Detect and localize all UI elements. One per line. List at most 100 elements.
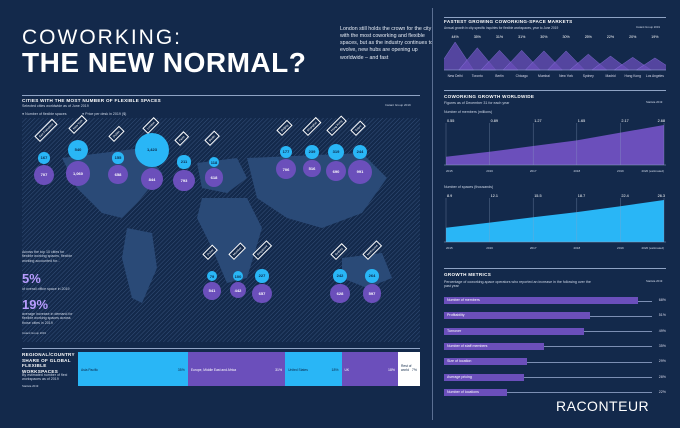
metric-value: 68% — [658, 298, 666, 302]
share-segment: United States 18% — [285, 352, 342, 386]
share-segment-label: United States — [288, 368, 308, 372]
area-value-label: 0.55 — [447, 119, 454, 123]
area-fill — [446, 200, 664, 242]
fastest-city: Sydney — [583, 74, 594, 78]
metric-value: 51% — [658, 313, 666, 318]
area-value-label: 15.5 — [534, 194, 541, 198]
city-price-bubble: 991 — [348, 160, 372, 184]
area-value-label: 1.27 — [534, 119, 541, 123]
metric-row: Number of staff members 35% — [444, 342, 666, 350]
area-fill — [446, 125, 664, 165]
share-segment-label: Asia Pacific — [81, 368, 99, 372]
area-year-label: 2017 — [530, 246, 537, 250]
share-segment-pct: 18% — [331, 368, 339, 372]
metric-leader-line — [526, 361, 652, 363]
share-title: REGIONAL/COUNTRY SHARE OF GLOBAL FLEXIBL… — [22, 352, 75, 375]
share-subtitle: By estimated number of flexi workspaces … — [22, 373, 68, 382]
fastest-pct: 25% — [585, 35, 593, 39]
share-segment: Asia Pacific 35% — [78, 352, 188, 386]
metrics-rule — [444, 268, 666, 269]
stats-intro: Across the top 10 cities for flexible wo… — [22, 250, 73, 263]
map-source: Instant Group 2019 — [385, 103, 411, 107]
page-title-line1: COWORKING: — [22, 26, 182, 49]
area-year-label: 2016 — [486, 169, 493, 173]
city-price-bubble: 793 — [173, 169, 195, 191]
fastest-rule — [444, 17, 666, 18]
column-divider — [432, 8, 433, 420]
map-rule — [22, 95, 420, 96]
area-year-label: 2019 — [617, 169, 624, 173]
city-spaces-bubble: 79 — [207, 271, 217, 281]
fastest-pct: 44% — [451, 35, 459, 39]
raconteur-logo: RACONTEUR — [556, 398, 650, 414]
area-value-label: 22.4 — [621, 194, 628, 198]
metric-bar: Average pricing — [444, 373, 524, 381]
fastest-pct: 35% — [474, 35, 482, 39]
area-year-label: 2018 — [573, 169, 580, 173]
stat2-value: 19% — [22, 297, 49, 312]
share-segment-label: UK — [344, 368, 350, 372]
metric-row: Profitability 51% — [444, 312, 666, 320]
fastest-pct: 19% — [651, 35, 659, 39]
page-title-line2: THE NEW NORMAL? — [22, 47, 307, 78]
city-price-bubble: 516 — [303, 159, 321, 178]
city-spaces-bubble: 211 — [177, 155, 191, 169]
metric-value: 35% — [658, 343, 666, 348]
city-spaces-bubble: 244 — [352, 144, 368, 160]
spaces-label: Number of spaces (thousands) — [444, 185, 494, 189]
area-year-label: 2017 — [530, 169, 537, 173]
fastest-title: FASTEST GROWING COWORKING-SPACE MARKETS — [444, 19, 573, 24]
area-year-label: 2020 (estimated) — [641, 169, 664, 173]
fastest-city: Chicago — [516, 74, 528, 78]
city-spaces-bubble: 155 — [112, 152, 124, 164]
growth-title: COWORKING GROWTH WORLDWIDE — [444, 94, 535, 99]
city-price-bubble: 628 — [330, 284, 350, 304]
area-value-label: 2.68 — [658, 119, 665, 123]
fastest-city: Mumbai — [538, 74, 550, 78]
metric-leader-line — [589, 315, 652, 317]
city-price-bubble: 597 — [362, 284, 382, 303]
city-price-bubble: 658 — [108, 164, 128, 185]
fastest-subtitle: Annual growth in city-specific inquiries… — [444, 26, 559, 30]
map-title: CITIES WITH THE MOST NUMBER OF FLEXIBLE … — [22, 98, 162, 103]
share-source: Statista 2019 — [22, 384, 39, 388]
city-price-bubble: 618 — [204, 168, 224, 187]
metric-row: Size of location 29% — [444, 358, 666, 366]
metric-bar: Number of staff members — [444, 342, 544, 350]
metric-value: 49% — [658, 328, 666, 333]
metrics-source: Statista 2019 — [646, 279, 663, 283]
stat1-label: of overall office space in 2019 — [22, 287, 70, 291]
fastest-source: Instant Group 2019 — [636, 25, 660, 29]
city-spaces-bubble: 239 — [305, 145, 319, 159]
city-price-bubble: 541 — [203, 282, 221, 300]
metric-bar: Profitability — [444, 312, 590, 320]
city-spaces-bubble: 319 — [327, 143, 345, 161]
share-segment: Europe, Middle East and Africa 31% — [187, 352, 286, 386]
metrics-title: GROWTH METRICS — [444, 272, 492, 277]
share-segment: UK 18% — [341, 352, 399, 386]
map-subtitle: Selected cities worldwide as of June 201… — [22, 104, 89, 108]
fastest-pct: 31% — [496, 35, 504, 39]
metric-value: 22% — [658, 389, 666, 394]
south-america-shape — [122, 228, 157, 303]
area-value-label: 8.9 — [447, 194, 452, 198]
area-value-label: 18.7 — [578, 194, 585, 198]
area-value-label: 12.1 — [491, 194, 498, 198]
stat1-value: 5% — [22, 271, 41, 286]
metric-bar: Size of location — [444, 358, 527, 366]
area-value-label: 0.89 — [491, 119, 498, 123]
city-spaces-bubble: 177 — [280, 146, 292, 158]
share-segment-pct: 18% — [388, 368, 396, 372]
metric-leader-line — [584, 331, 652, 332]
city-spaces-bubble: 167 — [38, 152, 50, 164]
legend-spaces: ● Number of flexible spaces — [22, 112, 67, 116]
fastest-city: Madrid — [605, 74, 615, 78]
fastest-city: New Delhi — [448, 74, 463, 78]
city-price-bubble: 707 — [33, 164, 55, 186]
area-year-label: 2020 (estimated) — [641, 246, 664, 250]
stat2-label: average increase in demand for flexible … — [22, 312, 73, 325]
members-area-chart: 0.55 2015 0.89 2016 1.27 2017 1.65 2018 2.17 2019… — [444, 119, 666, 173]
city-spaces-bubble: 118 — [209, 157, 219, 167]
share-segment-pct: 35% — [177, 368, 185, 372]
fastest-city: Los Angeles — [646, 74, 664, 78]
